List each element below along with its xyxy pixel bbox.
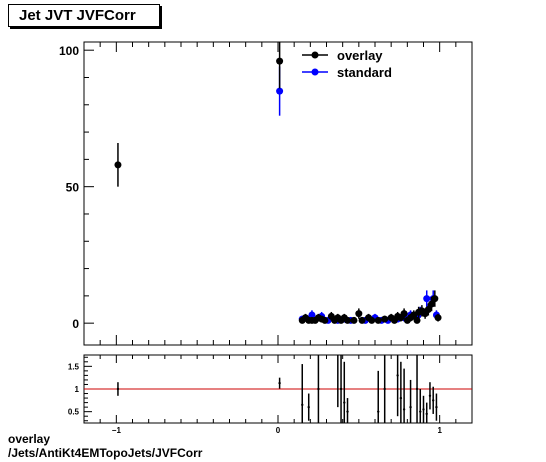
legend-standard-marker (311, 68, 319, 76)
overlay-data-point (434, 314, 442, 322)
overlay-data-point (344, 316, 352, 324)
main-axis-ticks (83, 42, 473, 345)
overlay-data-point (114, 161, 122, 169)
ratio-data-point (377, 410, 380, 413)
overlay-data-point (374, 316, 382, 324)
ratio-y-tick-label: 1.5 (68, 362, 80, 371)
ratio-data-point (419, 410, 422, 413)
overlay-data-point (276, 57, 284, 65)
main-y-tick-label: 100 (59, 44, 79, 58)
standard-data-point (308, 311, 316, 319)
ratio-data-point (409, 405, 412, 409)
main-plot-frame (83, 41, 473, 346)
ratio-data-point (425, 412, 428, 416)
legend-overlay-label: overlay (337, 48, 383, 63)
main-y-tick-label: 50 (66, 181, 80, 195)
footer-label: overlay (8, 432, 51, 446)
ratio-data-point (278, 381, 281, 385)
ratio-data-point (339, 387, 343, 391)
footer-path: /Jets/AntiKt4EMTopoJets/JVFCorr (8, 446, 203, 460)
overlay-data-point (413, 316, 421, 324)
standard-data-point (276, 87, 284, 95)
ratio-data-point (402, 408, 406, 411)
ratio-x-tick-label: 0 (276, 426, 281, 435)
ratio-series-layer (116, 355, 438, 423)
ratio-data-point (346, 410, 349, 413)
ratio-data-point (435, 405, 438, 409)
ratio-data-point (301, 403, 304, 407)
chart-title: Jet JVT JVFCorr (8, 4, 160, 27)
ratio-axis-ticks (83, 355, 473, 423)
ratio-data-point (422, 408, 425, 411)
overlay-data-point (358, 316, 366, 324)
legend-overlay-marker (311, 51, 319, 59)
legend: overlay standard (302, 48, 392, 80)
ratio-tick-labels: 0.5 1 1.5 −1 0 1 (68, 362, 443, 435)
ratio-data-point (428, 394, 432, 397)
ratio-data-point (116, 387, 120, 391)
overlay-data-point (355, 310, 363, 318)
ratio-data-point (317, 387, 320, 391)
overlay-data-point (400, 310, 408, 318)
ratio-data-point (383, 387, 386, 391)
ratio-data-point (415, 387, 419, 391)
overlay-data-point (431, 295, 439, 303)
ratio-data-point (307, 405, 310, 409)
ratio-data-point (396, 374, 399, 377)
ratio-x-tick-label: 1 (437, 426, 442, 435)
overlay-data-point (350, 316, 358, 324)
ratio-y-tick-label: 1 (75, 385, 80, 394)
ratio-data-point (432, 399, 435, 402)
standard-data-point (423, 295, 431, 303)
main-y-tick-label: 0 (72, 317, 79, 331)
legend-standard-label: standard (337, 65, 392, 80)
ratio-y-tick-label: 0.5 (68, 408, 80, 417)
ratio-data-point (343, 401, 346, 404)
overlay-data-point (381, 315, 389, 323)
ratio-data-point (399, 396, 403, 400)
ratio-x-tick-label: −1 (112, 426, 122, 435)
main-series-layer (114, 42, 442, 324)
overlay-data-point (428, 300, 436, 308)
overlay-data-point (424, 306, 432, 314)
overlay-data-point (321, 316, 329, 324)
main-y-tick-labels: 0 50 100 (59, 44, 79, 331)
overlay-data-point (368, 316, 376, 324)
